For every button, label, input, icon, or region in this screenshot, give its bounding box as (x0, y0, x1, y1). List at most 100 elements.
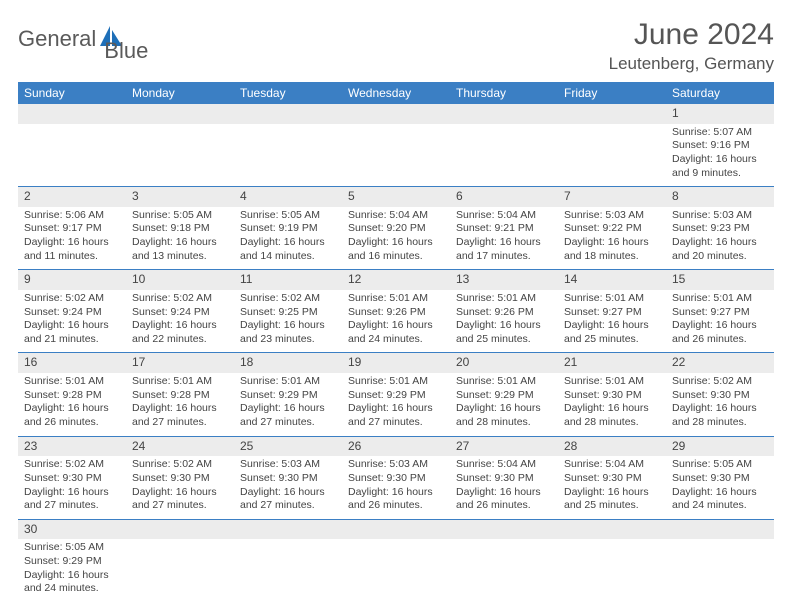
day-number: 24 (126, 436, 234, 456)
day-number: 25 (234, 436, 342, 456)
day-number: 13 (450, 270, 558, 290)
daynum-row: 16171819202122 (18, 353, 774, 373)
day-details: Sunrise: 5:02 AMSunset: 9:24 PMDaylight:… (126, 290, 234, 353)
day-details (342, 539, 450, 602)
day-details: Sunrise: 5:01 AMSunset: 9:30 PMDaylight:… (558, 373, 666, 436)
header: General Blue June 2024 Leutenberg, Germa… (18, 18, 774, 74)
day-number: 6 (450, 187, 558, 207)
daynum-row: 1 (18, 104, 774, 124)
day-number: 12 (342, 270, 450, 290)
day-details (450, 124, 558, 187)
day-details: Sunrise: 5:02 AMSunset: 9:30 PMDaylight:… (18, 456, 126, 519)
day-details (126, 124, 234, 187)
daynum-row: 23242526272829 (18, 436, 774, 456)
day-number (234, 519, 342, 539)
day-number (558, 104, 666, 124)
day-details (234, 124, 342, 187)
day-number: 14 (558, 270, 666, 290)
day-details: Sunrise: 5:01 AMSunset: 9:27 PMDaylight:… (666, 290, 774, 353)
day-number (558, 519, 666, 539)
detail-row: Sunrise: 5:02 AMSunset: 9:30 PMDaylight:… (18, 456, 774, 519)
day-details (558, 539, 666, 602)
day-details (558, 124, 666, 187)
day-number: 27 (450, 436, 558, 456)
detail-row: Sunrise: 5:05 AMSunset: 9:29 PMDaylight:… (18, 539, 774, 602)
day-number: 29 (666, 436, 774, 456)
day-number: 30 (18, 519, 126, 539)
daynum-row: 9101112131415 (18, 270, 774, 290)
day-number: 16 (18, 353, 126, 373)
day-number: 11 (234, 270, 342, 290)
day-number (126, 104, 234, 124)
day-number: 7 (558, 187, 666, 207)
day-details: Sunrise: 5:04 AMSunset: 9:20 PMDaylight:… (342, 207, 450, 270)
day-number: 22 (666, 353, 774, 373)
day-details: Sunrise: 5:02 AMSunset: 9:30 PMDaylight:… (666, 373, 774, 436)
detail-row: Sunrise: 5:02 AMSunset: 9:24 PMDaylight:… (18, 290, 774, 353)
day-number (18, 104, 126, 124)
day-details: Sunrise: 5:05 AMSunset: 9:29 PMDaylight:… (18, 539, 126, 602)
day-number (126, 519, 234, 539)
day-number: 10 (126, 270, 234, 290)
day-number: 3 (126, 187, 234, 207)
day-details: Sunrise: 5:04 AMSunset: 9:30 PMDaylight:… (450, 456, 558, 519)
day-details: Sunrise: 5:01 AMSunset: 9:29 PMDaylight:… (450, 373, 558, 436)
day-details: Sunrise: 5:01 AMSunset: 9:29 PMDaylight:… (234, 373, 342, 436)
day-details: Sunrise: 5:01 AMSunset: 9:29 PMDaylight:… (342, 373, 450, 436)
day-number: 20 (450, 353, 558, 373)
logo-text-general: General (18, 26, 96, 52)
day-details (450, 539, 558, 602)
day-number (450, 104, 558, 124)
day-details (126, 539, 234, 602)
weekday-header: Tuesday (234, 82, 342, 104)
day-details: Sunrise: 5:03 AMSunset: 9:22 PMDaylight:… (558, 207, 666, 270)
day-number: 19 (342, 353, 450, 373)
day-number (234, 104, 342, 124)
day-details: Sunrise: 5:04 AMSunset: 9:30 PMDaylight:… (558, 456, 666, 519)
calendar-table: Sunday Monday Tuesday Wednesday Thursday… (18, 82, 774, 602)
day-details: Sunrise: 5:05 AMSunset: 9:30 PMDaylight:… (666, 456, 774, 519)
day-number (342, 104, 450, 124)
day-number: 26 (342, 436, 450, 456)
day-number: 15 (666, 270, 774, 290)
day-number (450, 519, 558, 539)
day-details: Sunrise: 5:05 AMSunset: 9:18 PMDaylight:… (126, 207, 234, 270)
day-details: Sunrise: 5:01 AMSunset: 9:28 PMDaylight:… (126, 373, 234, 436)
day-number: 21 (558, 353, 666, 373)
day-details: Sunrise: 5:01 AMSunset: 9:27 PMDaylight:… (558, 290, 666, 353)
detail-row: Sunrise: 5:07 AMSunset: 9:16 PMDaylight:… (18, 124, 774, 187)
day-details: Sunrise: 5:03 AMSunset: 9:23 PMDaylight:… (666, 207, 774, 270)
logo: General Blue (18, 24, 148, 53)
title-block: June 2024 Leutenberg, Germany (609, 18, 774, 74)
month-title: June 2024 (609, 18, 774, 52)
location: Leutenberg, Germany (609, 54, 774, 74)
day-details: Sunrise: 5:02 AMSunset: 9:25 PMDaylight:… (234, 290, 342, 353)
day-number: 8 (666, 187, 774, 207)
day-number: 4 (234, 187, 342, 207)
day-number: 17 (126, 353, 234, 373)
day-details: Sunrise: 5:02 AMSunset: 9:30 PMDaylight:… (126, 456, 234, 519)
weekday-header: Sunday (18, 82, 126, 104)
day-details: Sunrise: 5:04 AMSunset: 9:21 PMDaylight:… (450, 207, 558, 270)
logo-text-blue: Blue (104, 38, 148, 64)
day-details: Sunrise: 5:02 AMSunset: 9:24 PMDaylight:… (18, 290, 126, 353)
day-number (342, 519, 450, 539)
weekday-header: Wednesday (342, 82, 450, 104)
detail-row: Sunrise: 5:01 AMSunset: 9:28 PMDaylight:… (18, 373, 774, 436)
day-details (342, 124, 450, 187)
day-details: Sunrise: 5:06 AMSunset: 9:17 PMDaylight:… (18, 207, 126, 270)
detail-row: Sunrise: 5:06 AMSunset: 9:17 PMDaylight:… (18, 207, 774, 270)
daynum-row: 2345678 (18, 187, 774, 207)
day-details: Sunrise: 5:01 AMSunset: 9:26 PMDaylight:… (342, 290, 450, 353)
day-details: Sunrise: 5:07 AMSunset: 9:16 PMDaylight:… (666, 124, 774, 187)
day-number: 5 (342, 187, 450, 207)
day-number: 2 (18, 187, 126, 207)
day-number: 28 (558, 436, 666, 456)
day-number: 9 (18, 270, 126, 290)
day-details: Sunrise: 5:03 AMSunset: 9:30 PMDaylight:… (342, 456, 450, 519)
day-details (234, 539, 342, 602)
day-details: Sunrise: 5:05 AMSunset: 9:19 PMDaylight:… (234, 207, 342, 270)
day-details (18, 124, 126, 187)
day-number: 23 (18, 436, 126, 456)
day-details (666, 539, 774, 602)
